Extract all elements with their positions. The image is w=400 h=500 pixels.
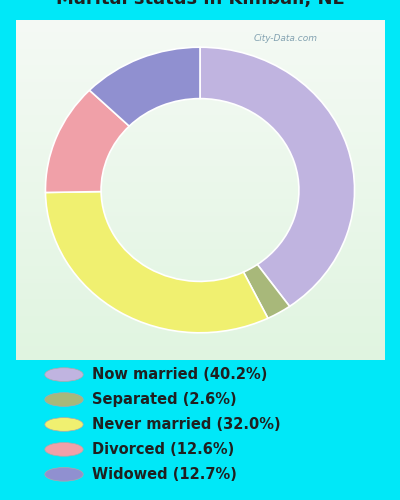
Circle shape	[45, 418, 83, 432]
Circle shape	[45, 368, 83, 382]
Circle shape	[45, 392, 83, 406]
Wedge shape	[90, 47, 200, 126]
Wedge shape	[244, 264, 290, 318]
Circle shape	[45, 468, 83, 481]
Circle shape	[45, 442, 83, 456]
Text: City-Data.com: City-Data.com	[254, 34, 318, 42]
Text: Divorced (12.6%): Divorced (12.6%)	[92, 442, 234, 457]
Text: Now married (40.2%): Now married (40.2%)	[92, 367, 267, 382]
Text: Separated (2.6%): Separated (2.6%)	[92, 392, 237, 407]
Wedge shape	[46, 192, 268, 333]
Text: Widowed (12.7%): Widowed (12.7%)	[92, 467, 237, 482]
Text: Marital status in Kimball, NE: Marital status in Kimball, NE	[56, 0, 344, 8]
Text: Never married (32.0%): Never married (32.0%)	[92, 417, 281, 432]
Wedge shape	[200, 47, 354, 306]
Wedge shape	[46, 90, 129, 192]
